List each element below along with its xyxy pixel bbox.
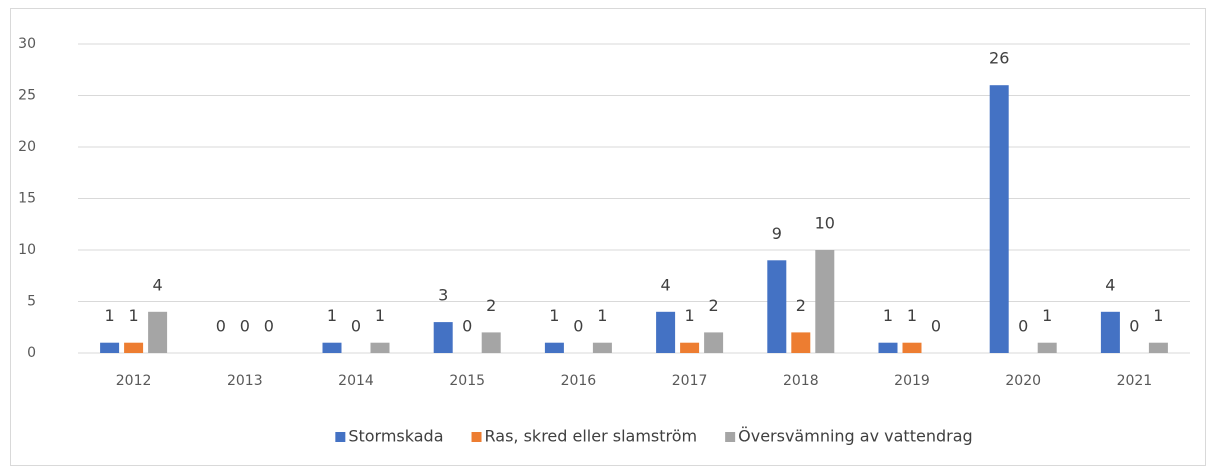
data-label: 4 [661,275,671,294]
bar [481,332,501,353]
y-tick-label: 0 [27,345,36,361]
bar [791,332,811,353]
y-tick-label: 20 [18,139,36,155]
y-tick-label: 25 [18,88,36,104]
data-label: 0 [1129,317,1139,336]
y-tick-label: 30 [18,36,36,52]
bar [989,85,1009,353]
legend-label: Stormskada [348,427,443,446]
bar [100,342,120,353]
data-label: 1 [375,306,385,325]
data-label: 10 [815,214,835,233]
data-label: 1 [129,306,139,325]
x-tick-label: 2013 [227,373,263,389]
data-label: 2 [709,296,719,315]
data-label: 1 [549,306,559,325]
bar [433,322,453,353]
x-tick-label: 2017 [672,373,708,389]
data-label: 3 [438,286,448,305]
bar [370,342,390,353]
bar [878,342,898,353]
data-label: 0 [573,317,583,336]
x-tick-label: 2019 [894,373,930,389]
bar [680,342,700,353]
data-label: 9 [772,224,782,243]
data-label: 1 [883,306,893,325]
data-label: 1 [327,306,337,325]
bar [1100,311,1120,353]
legend-swatch [471,432,482,442]
y-tick-label: 15 [18,191,36,207]
data-label: 1 [907,306,917,325]
x-tick-label: 2014 [338,373,374,389]
bar [656,311,676,353]
data-label: 4 [153,275,163,294]
y-tick-label: 10 [18,242,36,258]
data-label: 2 [796,296,806,315]
bar [815,250,835,353]
x-tick-label: 2015 [449,373,485,389]
legend-label: Ras, skred eller slamström [485,427,698,446]
data-label: 0 [351,317,361,336]
data-label: 0 [462,317,472,336]
data-label: 2 [486,296,496,315]
data-label: 0 [1018,317,1028,336]
data-label: 0 [216,317,226,336]
legend-swatch [725,432,736,442]
legend-swatch [335,432,346,442]
data-label: 1 [105,306,115,325]
legend-label: Översvämning av vattendrag [738,427,973,446]
bar [704,332,724,353]
x-tick-label: 2018 [783,373,819,389]
data-label: 0 [264,317,274,336]
bar [322,342,342,353]
x-tick-label: 2016 [561,373,597,389]
bar [592,342,612,353]
data-label: 26 [989,49,1009,68]
x-tick-label: 2021 [1117,373,1153,389]
data-label: 1 [597,306,607,325]
bar [1148,342,1168,353]
chart-border [10,8,1206,466]
y-tick-label: 5 [27,294,36,310]
data-label: 0 [240,317,250,336]
x-tick-label: 2020 [1005,373,1041,389]
bar [767,260,787,353]
bar [902,342,922,353]
data-label: 4 [1105,275,1115,294]
bar [148,311,168,353]
bar [124,342,144,353]
data-label: 1 [1153,306,1163,325]
data-label: 1 [1042,306,1052,325]
data-label: 0 [931,317,941,336]
bar [544,342,564,353]
bar [1037,342,1057,353]
data-label: 1 [685,306,695,325]
x-tick-label: 2012 [116,373,152,389]
